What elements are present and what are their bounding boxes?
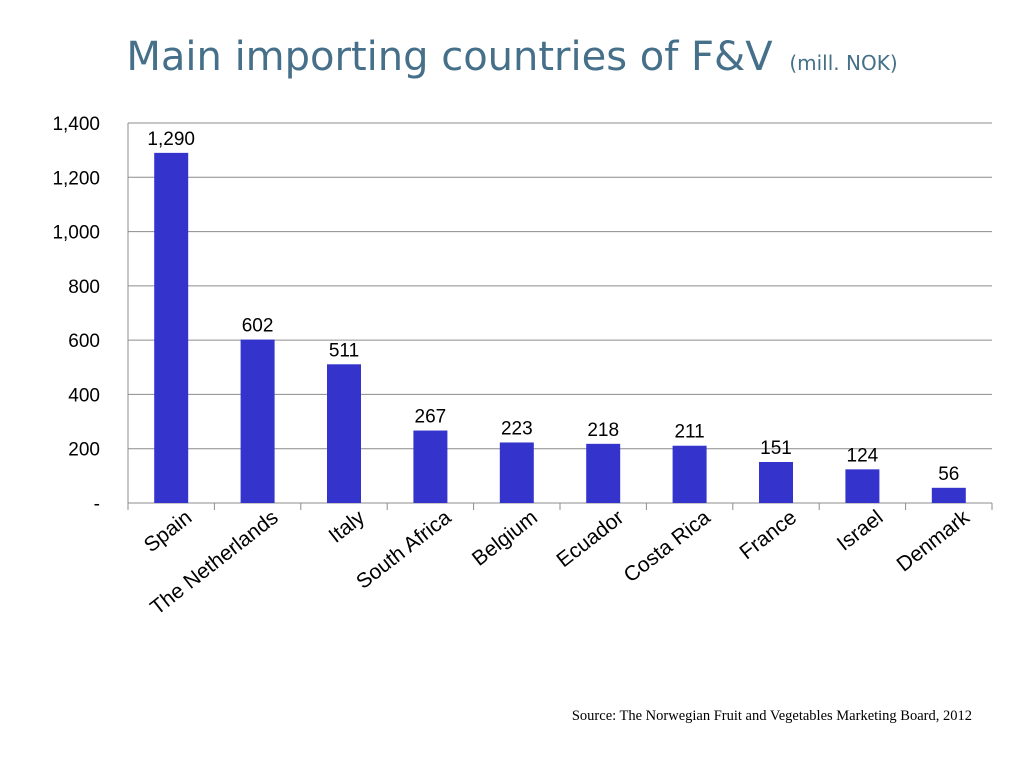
x-category-label: France xyxy=(735,506,801,564)
bar xyxy=(586,443,621,503)
data-label: 602 xyxy=(242,316,274,337)
bar xyxy=(672,445,707,503)
y-tick-label: 1,400 xyxy=(52,114,100,135)
data-label: 151 xyxy=(760,438,792,459)
bar xyxy=(240,339,275,503)
y-tick-label: 1,000 xyxy=(52,223,100,244)
source-note: Source: The Norwegian Fruit and Vegetabl… xyxy=(571,708,972,724)
data-label: 124 xyxy=(847,445,879,466)
x-category-label: Israel xyxy=(833,506,888,556)
y-tick-label: 400 xyxy=(68,385,100,406)
y-tick-label: 800 xyxy=(68,277,100,298)
bar xyxy=(931,487,966,503)
data-label: 1,290 xyxy=(147,129,195,150)
bar-chart: - 200 400 600 800 1,000 1,200 1,400 1,290 Spain 60… xyxy=(52,114,993,620)
x-category-label: Spain xyxy=(140,506,196,557)
bar xyxy=(499,442,534,503)
y-tick-label: 200 xyxy=(68,440,100,461)
y-tick-label: 600 xyxy=(68,331,100,352)
data-label: 223 xyxy=(501,418,533,439)
data-label: 511 xyxy=(329,340,359,361)
x-category-label: Italy xyxy=(325,506,370,548)
bar xyxy=(413,430,448,503)
bar xyxy=(845,469,880,503)
bar xyxy=(154,152,189,503)
data-label: 211 xyxy=(674,422,704,443)
x-category-label: South Africa xyxy=(352,506,456,594)
x-category-label: Denmark xyxy=(893,506,975,577)
bar xyxy=(327,364,361,503)
data-label: 218 xyxy=(587,420,619,441)
data-label: 56 xyxy=(938,464,959,485)
chart-title-text: Main importing countries of F&V xyxy=(126,34,773,80)
data-label: 267 xyxy=(415,407,447,428)
x-category-label: Ecuador xyxy=(552,506,628,572)
y-tick-label: - xyxy=(94,494,100,515)
x-category-label: Costa Rica xyxy=(620,506,715,588)
y-tick-label: 1,200 xyxy=(52,168,100,189)
chart-title: Main importing countries of F&V (mill. N… xyxy=(0,34,1024,80)
x-category-label: Belgium xyxy=(468,506,542,571)
bar xyxy=(759,462,793,503)
chart-subtitle: (mill. NOK) xyxy=(789,51,898,75)
